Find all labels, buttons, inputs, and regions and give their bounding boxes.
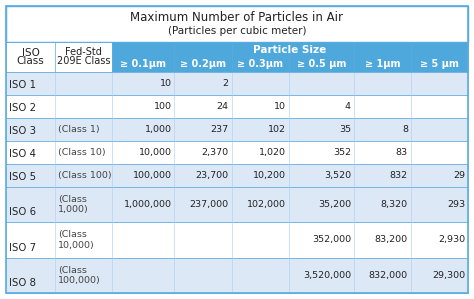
Text: ≥ 0.2μm: ≥ 0.2μm bbox=[180, 59, 226, 69]
Text: 35: 35 bbox=[339, 125, 351, 134]
Text: Maximum Number of Particles in Air: Maximum Number of Particles in Air bbox=[130, 11, 344, 24]
Text: 83: 83 bbox=[396, 148, 408, 157]
Text: ≥ 1μm: ≥ 1μm bbox=[365, 59, 400, 69]
Text: 1,000,000: 1,000,000 bbox=[124, 200, 172, 209]
Text: Particle Size: Particle Size bbox=[254, 45, 327, 55]
Text: ISO: ISO bbox=[21, 48, 39, 57]
Text: (Class 10): (Class 10) bbox=[58, 148, 106, 157]
Text: Class: Class bbox=[17, 57, 45, 66]
Text: 4: 4 bbox=[345, 102, 351, 111]
Bar bbox=[6, 187, 468, 222]
Text: 102,000: 102,000 bbox=[246, 200, 286, 209]
Bar bbox=[6, 72, 468, 95]
Text: 3,520,000: 3,520,000 bbox=[303, 271, 351, 280]
Text: 2: 2 bbox=[223, 79, 228, 88]
Text: 10: 10 bbox=[273, 102, 286, 111]
Text: 237,000: 237,000 bbox=[190, 200, 228, 209]
Text: 832: 832 bbox=[390, 171, 408, 180]
Text: 352,000: 352,000 bbox=[312, 235, 351, 244]
Text: 23,700: 23,700 bbox=[195, 171, 228, 180]
Text: ≥ 5 μm: ≥ 5 μm bbox=[420, 59, 459, 69]
Text: (Class
10,000): (Class 10,000) bbox=[58, 230, 95, 250]
Bar bbox=[6, 118, 468, 141]
Text: (Class
100,000): (Class 100,000) bbox=[58, 266, 100, 285]
Text: ISO 3: ISO 3 bbox=[9, 126, 36, 136]
Text: 24: 24 bbox=[217, 102, 228, 111]
Bar bbox=[6, 95, 468, 118]
Bar bbox=[6, 164, 468, 187]
Text: 8,320: 8,320 bbox=[381, 200, 408, 209]
Text: 29,300: 29,300 bbox=[432, 271, 465, 280]
Text: 10,000: 10,000 bbox=[138, 148, 172, 157]
Bar bbox=[112, 42, 468, 72]
Text: ISO 6: ISO 6 bbox=[9, 207, 36, 217]
Text: (Class
1,000): (Class 1,000) bbox=[58, 195, 89, 214]
Text: Fed-Std: Fed-Std bbox=[65, 47, 102, 57]
Text: 35,200: 35,200 bbox=[318, 200, 351, 209]
Bar bbox=[6, 141, 468, 164]
Text: ≥ 0.1μm: ≥ 0.1μm bbox=[120, 59, 166, 69]
Text: 293: 293 bbox=[447, 200, 465, 209]
Text: 352: 352 bbox=[333, 148, 351, 157]
Bar bbox=[6, 222, 468, 257]
Text: (Class 100): (Class 100) bbox=[58, 171, 111, 180]
Text: 100: 100 bbox=[154, 102, 172, 111]
Text: ISO 8: ISO 8 bbox=[9, 278, 36, 288]
Text: 100,000: 100,000 bbox=[133, 171, 172, 180]
Text: 237: 237 bbox=[210, 125, 228, 134]
Text: (Particles per cubic meter): (Particles per cubic meter) bbox=[168, 26, 306, 36]
Text: 1,020: 1,020 bbox=[259, 148, 286, 157]
Text: 2,930: 2,930 bbox=[438, 235, 465, 244]
Text: ISO 4: ISO 4 bbox=[9, 149, 36, 159]
Text: 832,000: 832,000 bbox=[369, 271, 408, 280]
Bar bbox=[6, 257, 468, 293]
Text: 1,000: 1,000 bbox=[145, 125, 172, 134]
Text: 102: 102 bbox=[268, 125, 286, 134]
Text: 83,200: 83,200 bbox=[375, 235, 408, 244]
Text: ≥ 0.5 μm: ≥ 0.5 μm bbox=[297, 59, 346, 69]
Text: 2,370: 2,370 bbox=[201, 148, 228, 157]
Bar bbox=[6, 6, 468, 42]
Text: 29: 29 bbox=[453, 171, 465, 180]
Text: ISO 1: ISO 1 bbox=[9, 80, 36, 90]
Text: 3,520: 3,520 bbox=[324, 171, 351, 180]
Text: (Class 1): (Class 1) bbox=[58, 125, 100, 134]
Text: 8: 8 bbox=[402, 125, 408, 134]
Bar bbox=[6, 42, 112, 72]
Text: ISO 2: ISO 2 bbox=[9, 103, 36, 113]
Text: 10: 10 bbox=[159, 79, 172, 88]
Text: 209E Class: 209E Class bbox=[57, 57, 110, 66]
Text: ISO 5: ISO 5 bbox=[9, 172, 36, 182]
Text: 10,200: 10,200 bbox=[253, 171, 286, 180]
Text: ISO 7: ISO 7 bbox=[9, 242, 36, 253]
Text: ≥ 0.3μm: ≥ 0.3μm bbox=[237, 59, 283, 69]
